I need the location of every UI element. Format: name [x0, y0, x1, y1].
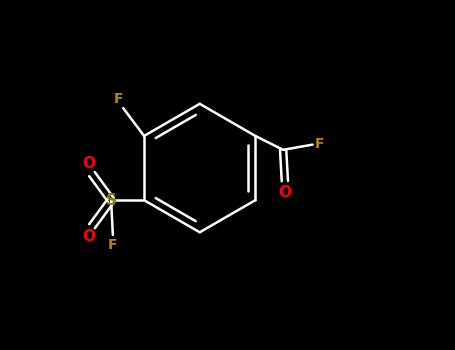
Text: O: O: [83, 156, 96, 172]
Text: F: F: [314, 137, 324, 151]
Text: F: F: [108, 238, 117, 252]
Text: F: F: [113, 92, 123, 106]
Text: O: O: [83, 229, 96, 244]
Text: S: S: [106, 193, 116, 208]
Text: O: O: [278, 184, 291, 200]
